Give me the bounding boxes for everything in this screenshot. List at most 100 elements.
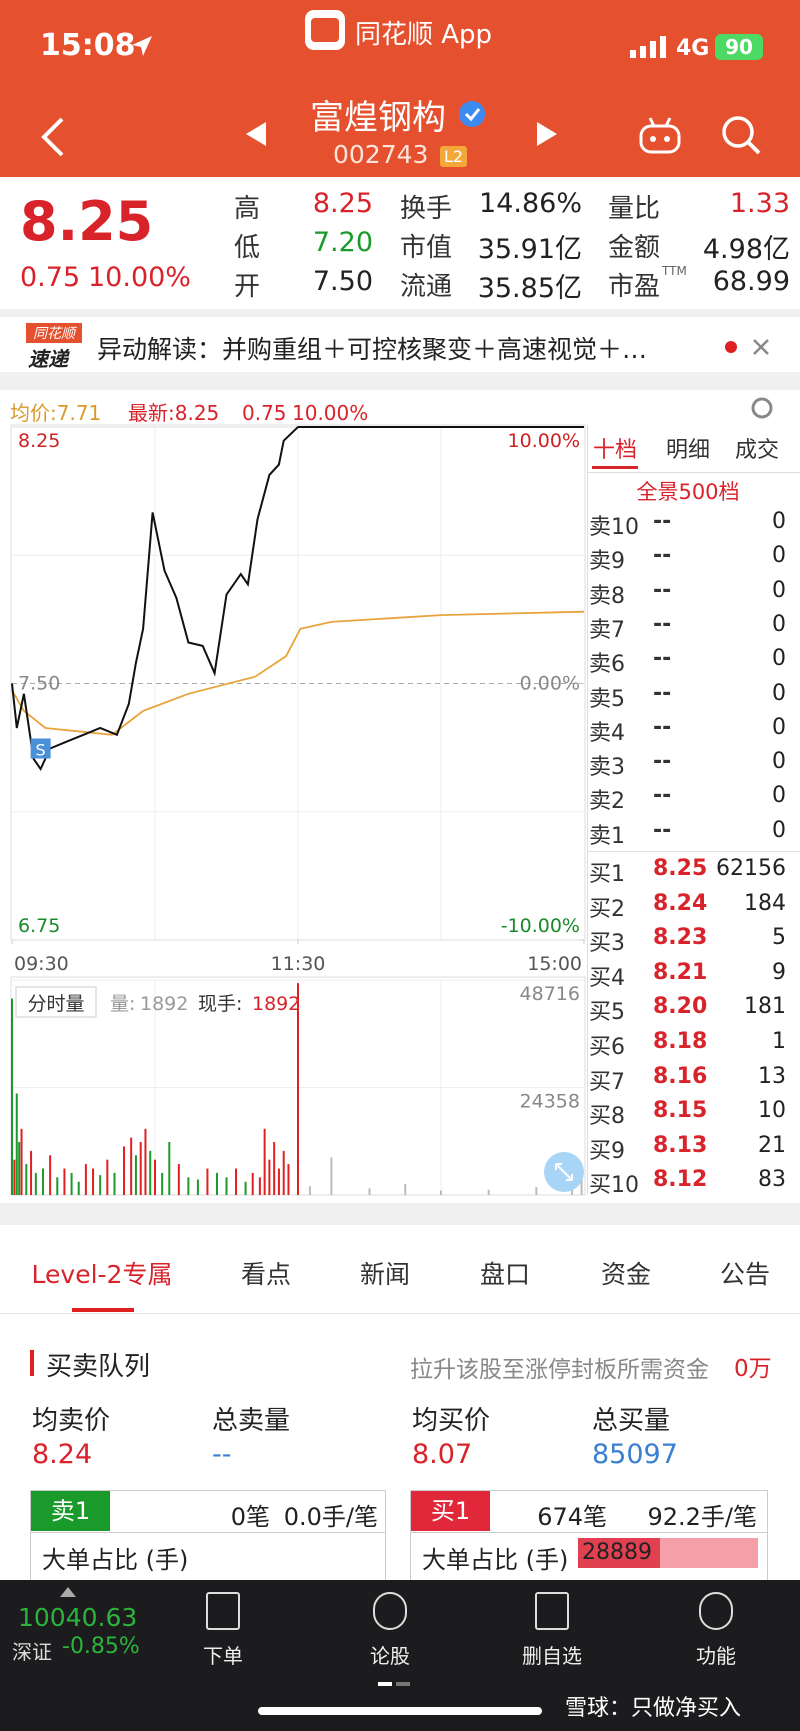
total-sell-label: 总卖量 bbox=[212, 1406, 291, 1436]
index-value[interactable]: 10040.63 bbox=[18, 1603, 138, 1632]
avg-label: 均价:7.71 bbox=[10, 401, 101, 425]
volume-bar bbox=[404, 1183, 407, 1195]
book-line bbox=[588, 851, 800, 852]
settings-icon[interactable] bbox=[751, 397, 773, 419]
stat-value: 7.50 bbox=[312, 266, 373, 297]
volume-bar bbox=[244, 1181, 247, 1195]
robot-icon[interactable] bbox=[638, 116, 682, 156]
volume-bar bbox=[99, 1175, 102, 1195]
book-level: 卖1 bbox=[589, 823, 625, 849]
last-price: 8.25 bbox=[20, 190, 154, 253]
book-price: -- bbox=[653, 543, 672, 569]
price-change-pct: 10.00% bbox=[88, 262, 191, 293]
volume-tick-label: 24358 bbox=[520, 1091, 580, 1113]
book-tab[interactable]: 成交 bbox=[734, 438, 779, 463]
volume-bar bbox=[177, 1164, 180, 1195]
y-tick-label: 6.75 bbox=[18, 915, 60, 937]
book-tab-underline bbox=[592, 466, 638, 469]
watermark: 雪球：只做净买入 bbox=[565, 1696, 742, 1721]
book-price: 8.24 bbox=[653, 890, 708, 916]
depth-label[interactable]: 全景500档 bbox=[636, 480, 740, 504]
volume-bar bbox=[41, 1168, 44, 1195]
book-price: -- bbox=[653, 749, 672, 775]
book-level: 买6 bbox=[589, 1035, 625, 1060]
book-price: 8.12 bbox=[653, 1167, 708, 1193]
book-price: -- bbox=[653, 714, 672, 740]
volume-bar bbox=[113, 1172, 116, 1195]
tab-underline bbox=[72, 1308, 134, 1312]
book-price: -- bbox=[653, 646, 672, 672]
stat-value: 7.20 bbox=[312, 227, 373, 258]
stat-label: 市盈 bbox=[608, 272, 661, 302]
volume-bar bbox=[84, 1164, 87, 1195]
book-volume: 21 bbox=[758, 1132, 786, 1158]
news-text[interactable]: 异动解读：并购重组＋可控核聚变＋高速视觉＋… bbox=[97, 335, 648, 364]
volume-label: 量: bbox=[110, 993, 135, 1015]
nav-item[interactable]: 功能 bbox=[696, 1644, 736, 1668]
stat-label: 流通 bbox=[400, 272, 453, 302]
news-close[interactable] bbox=[752, 338, 770, 356]
book-volume: 0 bbox=[772, 714, 786, 740]
section-tab[interactable]: Level-2专属 bbox=[31, 1260, 173, 1289]
book-price: 8.16 bbox=[653, 1063, 708, 1089]
divider bbox=[0, 1313, 800, 1314]
book-volume: 0 bbox=[772, 577, 786, 603]
volume-bar bbox=[196, 1179, 199, 1195]
stat-label: 换手 bbox=[400, 194, 453, 224]
book-volume: 1 bbox=[772, 1029, 786, 1054]
sell-level: 卖1 bbox=[31, 1491, 110, 1531]
book-line bbox=[588, 472, 800, 473]
nav-item[interactable]: 下单 bbox=[203, 1644, 243, 1668]
volume-bar bbox=[70, 1172, 73, 1195]
section-tab[interactable]: 盘口 bbox=[479, 1260, 530, 1289]
volume-button-box[interactable] bbox=[15, 986, 97, 1018]
row-divider bbox=[410, 1532, 768, 1533]
book-level: 买8 bbox=[589, 1104, 625, 1130]
expand-icon bbox=[555, 1163, 573, 1181]
verified-icon bbox=[459, 101, 485, 127]
book-price: 8.18 bbox=[653, 1029, 708, 1054]
section-tab[interactable]: 看点 bbox=[240, 1260, 291, 1289]
volume-bar bbox=[440, 1190, 442, 1195]
queue-title: 买卖队列 bbox=[46, 1352, 151, 1382]
volume-bar bbox=[30, 1150, 33, 1195]
book-level: 卖9 bbox=[589, 549, 625, 575]
index-change: -0.85% bbox=[62, 1634, 140, 1659]
volume-bar bbox=[123, 1146, 126, 1195]
prev-stock[interactable] bbox=[244, 120, 268, 148]
section-tab[interactable]: 资金 bbox=[600, 1260, 651, 1289]
section-tab[interactable]: 新闻 bbox=[359, 1260, 410, 1289]
nav-item[interactable]: 论股 bbox=[370, 1644, 410, 1668]
volume-bar bbox=[535, 1187, 538, 1195]
intraday-chart: 均价:7.71 最新:8.25 0.75 10.00%8.257.506.7510.0… bbox=[10, 397, 773, 1196]
book-level: 买9 bbox=[589, 1138, 625, 1164]
section-tab[interactable]: 公告 bbox=[719, 1260, 770, 1289]
volume-bar bbox=[139, 1142, 142, 1195]
volume-bar bbox=[63, 1168, 66, 1195]
next-stock[interactable] bbox=[535, 120, 559, 148]
y2-tick-label: 10.00% bbox=[508, 430, 580, 452]
nav-item[interactable]: 删自选 bbox=[522, 1644, 582, 1668]
stat-value: 35.85亿 bbox=[477, 273, 582, 304]
search-icon[interactable] bbox=[720, 114, 762, 156]
app-name: 同花顺 App bbox=[355, 20, 493, 50]
latest-change: 0.75 bbox=[242, 401, 287, 425]
back-button[interactable] bbox=[38, 115, 68, 159]
y-tick-label: 7.50 bbox=[18, 673, 60, 695]
buy-count: 674笔 bbox=[537, 1503, 607, 1531]
volume-bar bbox=[168, 1142, 171, 1195]
nav-icon bbox=[535, 1592, 569, 1630]
price-line bbox=[11, 426, 584, 772]
x-tick-label: 11:30 bbox=[271, 953, 326, 975]
book-tab[interactable]: 十档 bbox=[592, 438, 637, 463]
volume-bar bbox=[277, 1168, 280, 1195]
volume-value: 1892 bbox=[140, 993, 188, 1015]
app-icon-inner bbox=[311, 18, 339, 42]
book-tab[interactable]: 明细 bbox=[665, 438, 710, 463]
volume-bar bbox=[308, 1186, 311, 1195]
volume-bar bbox=[268, 1159, 271, 1195]
book-level: 卖2 bbox=[589, 789, 625, 815]
news-logo-bottom: 速递 bbox=[28, 347, 68, 371]
book-level: 卖8 bbox=[589, 583, 625, 609]
volume-bar bbox=[571, 1186, 574, 1195]
